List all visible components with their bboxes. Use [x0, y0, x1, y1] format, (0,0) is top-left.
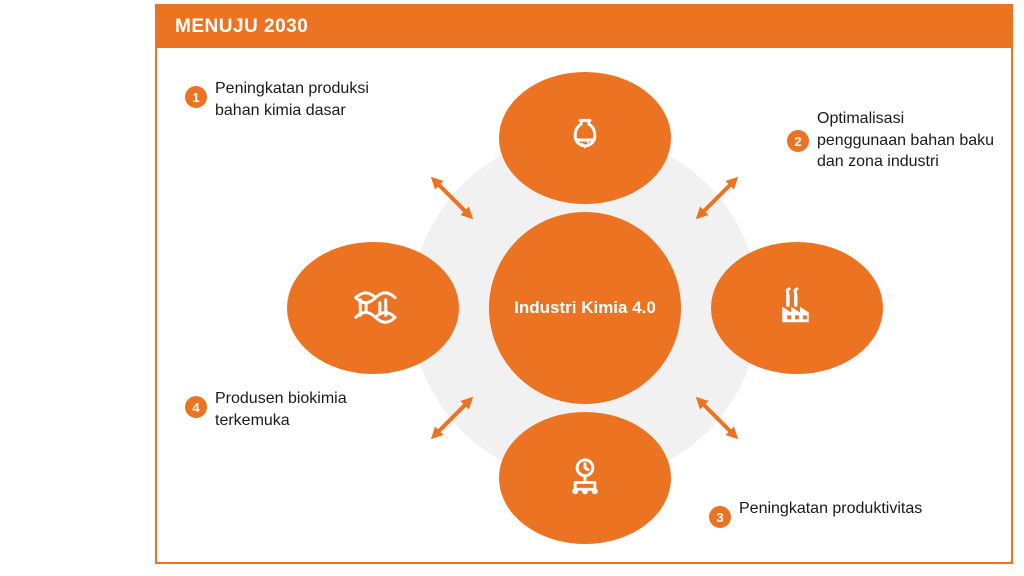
- item-badge-3: 3: [709, 506, 731, 528]
- factory-icon: [744, 267, 851, 349]
- header-title: MENUJU 2030: [175, 16, 308, 37]
- node-top: [499, 72, 671, 204]
- item-badge-2: 2: [787, 130, 809, 152]
- infographic-frame: MENUJU 2030 Industri Kimia 4.0 1 Peningkat…: [155, 4, 1013, 564]
- dna-icon: [320, 267, 427, 349]
- diagram-canvas: Industri Kimia 4.0 1 Peningkatan produksi …: [157, 48, 1011, 562]
- clock-network-icon: [532, 437, 639, 519]
- item-label-1: Peningkatan produksi bahan kimia dasar: [215, 78, 415, 121]
- item-badge-1: 1: [185, 86, 207, 108]
- item-label-3: Peningkatan produktivitas: [739, 498, 989, 520]
- header-bar: MENUJU 2030: [157, 6, 1011, 48]
- flask-icon: [532, 97, 639, 179]
- node-left: [287, 242, 459, 374]
- item-label-4: Produsen biokimia terkemuka: [215, 388, 395, 431]
- item-badge-4: 4: [185, 396, 207, 418]
- center-label: Industri Kimia 4.0: [514, 298, 656, 318]
- node-right: [711, 242, 883, 374]
- item-label-2: Optimalisasi penggunaan bahan baku dan z…: [817, 108, 997, 173]
- node-bottom: [499, 412, 671, 544]
- center-node: Industri Kimia 4.0: [489, 212, 681, 404]
